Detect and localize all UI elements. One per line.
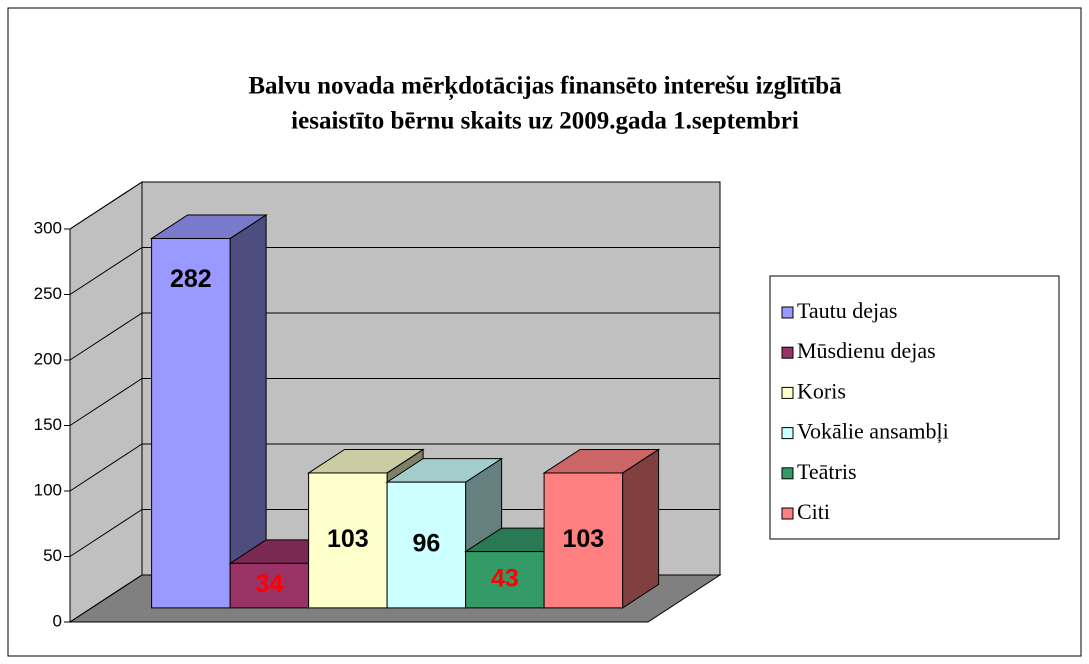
bar [151,237,231,609]
legend-swatch [781,306,794,319]
grid-line [69,181,720,230]
legend-label: Teātris [797,459,857,484]
grid-line [69,378,720,426]
grid-line [69,443,720,492]
y-tick-label: 300 [34,218,62,237]
legend-swatch [781,507,794,520]
bar-side [622,448,660,609]
bar [308,472,388,609]
value-label: 103 [562,525,604,553]
bar [386,481,467,609]
y-tick-label: 100 [34,480,62,499]
legend-label: Vokālie ansambļi [797,419,949,444]
grid-line [69,312,720,361]
grid-line [69,509,720,557]
legend-swatch [781,467,794,480]
legend-label: Tautu dejas [797,298,897,323]
legend-swatch [781,346,794,359]
y-tick-label: 50 [43,546,62,565]
y-tick-label: 150 [34,415,62,434]
value-label: 103 [327,525,369,553]
legend-swatch [781,386,794,399]
value-label: 96 [412,530,440,558]
grid-line [69,247,720,295]
legend-label: Mūsdienu dejas [797,338,936,363]
bar [229,562,310,609]
legend-label: Koris [797,378,846,403]
y-tick-label: 0 [53,611,62,630]
value-label: 282 [170,265,212,293]
value-label: 43 [491,564,519,592]
chart-title: Balvu novada mērķdotācijas finansēto int… [248,73,842,101]
bar [543,472,624,609]
legend-label: Citi [797,499,830,524]
chart-subtitle: iesaistīto bērnu skaits uz 2009.gada 1.s… [291,108,799,135]
legend-swatch [781,427,794,440]
legend-box [769,275,1060,540]
value-label: 34 [255,570,283,598]
y-tick-label: 200 [34,349,62,368]
y-tick-label: 250 [34,284,62,303]
bar [465,551,545,609]
